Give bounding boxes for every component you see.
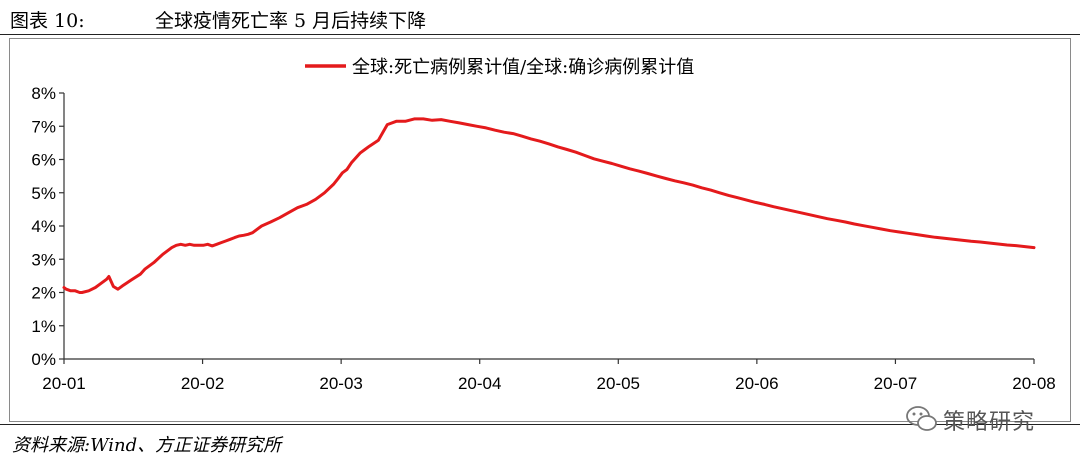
series-line [62,117,1036,294]
x-tick-label: 20-01 [42,374,85,393]
x-tick-label: 20-04 [458,374,501,393]
y-tick-label: 2% [31,284,56,303]
x-tick-label: 20-08 [1012,374,1055,393]
footer-divider [0,424,1080,425]
x-tick-label: 20-02 [181,374,224,393]
chart-frame [9,38,1071,422]
y-tick-label: 8% [31,84,56,103]
y-tick-label: 0% [31,350,56,369]
source-note: 资料来源:Wind、方正证券研究所 [12,435,282,456]
line-chart: 0% 1% 2% 3% 4% 5% 6% 7% 8% 20-01 20-02 20-03 20-04 20… [31,57,1055,393]
x-tick-label: 20-03 [319,374,362,393]
y-tick-label: 1% [31,317,56,336]
watermark: 策略研究 [905,400,1075,435]
y-tick-label: 3% [31,250,56,269]
x-tick-label: 20-07 [874,374,917,393]
figure-title: 全球疫情死亡率 5 月后持续下降 [155,10,427,32]
wechat-icon [906,406,937,431]
x-tick-label: 20-06 [735,374,778,393]
figure-label: 图表 10: [10,10,85,32]
legend-label: 全球:死亡病例累计值/全球:确诊病例累计值 [352,57,694,78]
watermark-text: 策略研究 [943,410,1036,435]
y-tick-label: 6% [31,151,56,170]
y-tick-label: 7% [31,117,56,136]
x-tick-label: 20-05 [597,374,640,393]
y-tick-label: 5% [31,184,56,203]
y-tick-label: 4% [31,217,56,236]
figure-header: 图表 10: 全球疫情死亡率 5 月后持续下降 [0,0,1080,35]
